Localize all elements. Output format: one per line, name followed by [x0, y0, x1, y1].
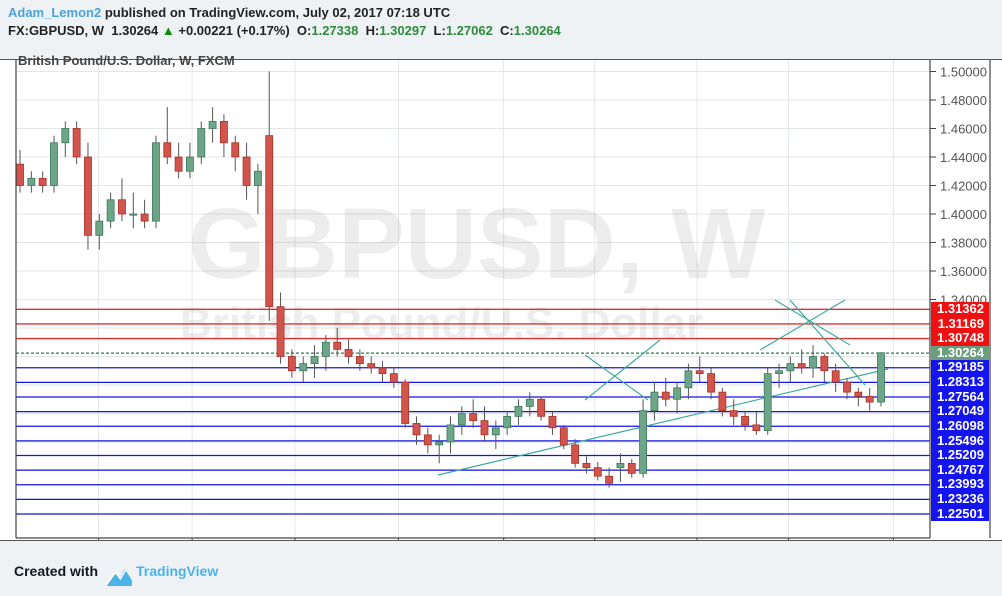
svg-text:1.50000: 1.50000	[940, 65, 987, 80]
svg-text:GBPUSD, W: GBPUSD, W	[188, 188, 766, 300]
svg-text:1.44000: 1.44000	[940, 150, 987, 165]
svg-text:1.40000: 1.40000	[940, 207, 987, 222]
svg-text:1.38000: 1.38000	[940, 236, 987, 251]
svg-text:1.46000: 1.46000	[940, 122, 987, 137]
svg-text:1.36000: 1.36000	[940, 264, 987, 279]
svg-text:1.42000: 1.42000	[940, 179, 987, 194]
svg-text:1.48000: 1.48000	[940, 93, 987, 108]
